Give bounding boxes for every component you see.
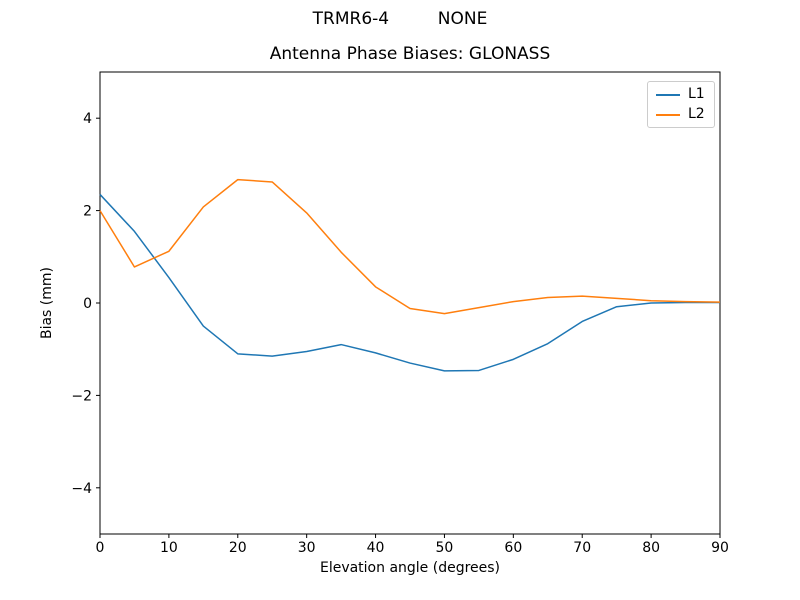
x-tick-label: 30 [298, 540, 316, 556]
x-tick-label: 0 [96, 540, 105, 556]
y-tick-label: 0 [83, 296, 92, 312]
chart-title: Antenna Phase Biases: GLONASS [269, 44, 551, 64]
x-tick-label: 50 [436, 540, 454, 556]
x-tick-label: 80 [642, 540, 660, 556]
y-tick-label: 2 [83, 204, 92, 220]
y-tick-label: −4 [71, 481, 92, 497]
l2-legend-label: L2 [688, 106, 705, 122]
l2-line [99, 178, 721, 315]
x-tick-label: 10 [160, 540, 178, 556]
l1-line [99, 193, 720, 372]
x-tick-label: 70 [573, 540, 591, 556]
x-axis-label: Elevation angle (degrees) [319, 560, 501, 576]
legend: L1 L2 [647, 81, 715, 128]
l1-legend-label: L1 [688, 86, 705, 102]
legend-item-l1: L1 [656, 87, 706, 102]
y-axis-label: Bias (mm) [39, 266, 55, 340]
x-tick-label: 20 [229, 540, 247, 556]
l2-legend-line [656, 113, 680, 116]
x-tick-label: 40 [367, 540, 385, 556]
figure-suptitle: TRMR6-4 NONE [312, 9, 488, 29]
x-tick-label: 90 [711, 540, 729, 556]
plot-border [99, 71, 721, 535]
l1-legend-line [656, 93, 680, 96]
y-tick-label: 4 [83, 111, 92, 127]
x-tick-label: 60 [504, 540, 522, 556]
legend-item-l2: L2 [656, 107, 706, 122]
y-tick-label: −2 [71, 388, 92, 404]
